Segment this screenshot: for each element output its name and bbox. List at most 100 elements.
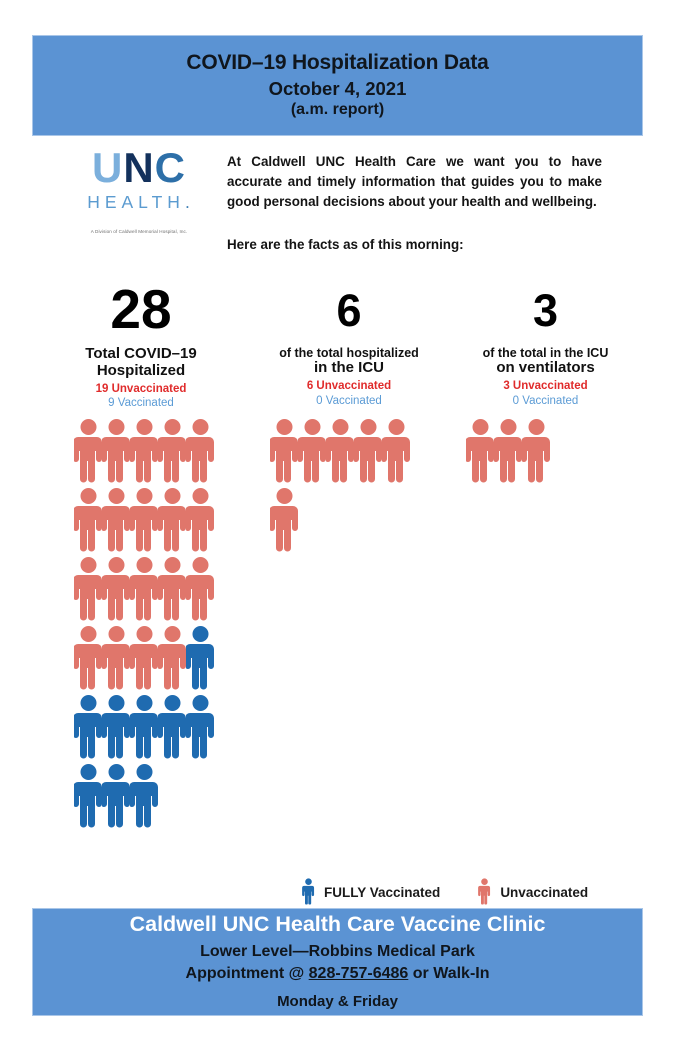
legend-item-unvaccinated: Unvaccinated — [476, 878, 588, 906]
person-icon-unvaccinated — [74, 418, 103, 486]
person-icon-unvaccinated — [186, 487, 215, 555]
stat-unvaccinated-total: 19 Unvaccinated — [95, 382, 187, 395]
person-icon-unvaccinated — [74, 556, 103, 624]
intro-facts-line: Here are the facts as of this morning: — [227, 237, 464, 253]
footer-phone-number[interactable]: 828-757-6486 — [308, 965, 409, 983]
pictogram-total-hospitalized — [74, 418, 214, 832]
person-icon-unvaccinated — [158, 487, 187, 555]
person-icon-unvaccinated — [158, 625, 187, 693]
person-icon-unvaccinated — [270, 418, 299, 486]
person-icon-vaccinated — [102, 694, 131, 762]
logo-health-text: HEALTH — [87, 191, 185, 212]
person-icon-vaccinated — [130, 694, 159, 762]
stat-unvaccinated-icu: 6 Unvaccinated — [306, 379, 392, 392]
stat-number-icu: 6 — [336, 285, 362, 336]
person-icon-unvaccinated — [186, 556, 215, 624]
pictogram-ventilators — [466, 418, 550, 487]
pictogram-row — [466, 418, 550, 483]
stat-vaccinated-ventilators: 0 Vaccinated — [512, 394, 579, 407]
person-icon-unvaccinated — [158, 418, 187, 486]
person-icon-unvaccinated — [186, 418, 215, 486]
person-icon-unvaccinated — [130, 625, 159, 693]
person-icon-unvaccinated — [158, 556, 187, 624]
stat-column-total-hospitalized: 28 Total COVID–19 Hospitalized 19 Unvacc… — [32, 282, 250, 411]
stat-label-total: Total COVID–19 Hospitalized — [32, 345, 250, 380]
person-icon-unvaccinated — [382, 418, 411, 486]
person-icon-unvaccinated — [476, 878, 493, 906]
footer-clinic-name: Caldwell UNC Health Care Vaccine Clinic — [129, 912, 546, 937]
footer-appointment-suffix: or Walk-In — [408, 965, 490, 983]
person-icon-unvaccinated — [130, 556, 159, 624]
stat-vaccinated-icu: 0 Vaccinated — [316, 394, 382, 407]
stat-label-total-line1: Total COVID–19 — [85, 345, 197, 362]
legend-label-vaccinated: FULLY Vaccinated — [324, 884, 441, 900]
logo-subline: A Division of Caldwell Memorial Hospital… — [90, 228, 188, 234]
person-icon-unvaccinated — [354, 418, 383, 486]
stat-label-icu: of the total hospitalized in the ICU — [250, 346, 448, 377]
unc-health-logo: UNC HEALTH. A Division of Caldwell Memor… — [64, 147, 214, 234]
person-icon-unvaccinated — [298, 418, 327, 486]
logo-health-wordmark: HEALTH. — [64, 192, 214, 213]
intro-text-block: At Caldwell UNC Health Care we want you … — [227, 152, 602, 252]
pictogram-row — [74, 556, 214, 621]
footer-banner: Caldwell UNC Health Care Vaccine Clinic … — [32, 908, 643, 1016]
pictogram-row — [74, 487, 214, 552]
person-icon-vaccinated — [74, 694, 103, 762]
footer-appointment-prefix: Appointment @ — [185, 965, 309, 983]
logo-health-dot: . — [184, 191, 195, 212]
pictogram-row — [74, 694, 214, 759]
stat-vaccinated-total: 9 Vaccinated — [108, 397, 174, 410]
logo-letter-u: U — [91, 144, 124, 191]
legend-label-unvaccinated: Unvaccinated — [500, 884, 589, 900]
statistics-row: 28 Total COVID–19 Hospitalized 19 Unvacc… — [32, 282, 643, 411]
pictogram-area — [32, 418, 643, 858]
person-icon-unvaccinated — [270, 487, 299, 555]
header-report-note: (a.m. report) — [290, 101, 385, 119]
stat-label-ventilators: of the total in the ICU on ventilators — [448, 346, 643, 377]
stat-label-ventilators-line2: on ventilators — [496, 359, 595, 376]
person-icon-unvaccinated — [130, 487, 159, 555]
person-icon-vaccinated — [186, 694, 215, 762]
stat-unvaccinated-ventilators: 3 Unvaccinated — [503, 379, 588, 392]
intro-paragraph: At Caldwell UNC Health Care we want you … — [227, 154, 602, 210]
stat-number-total: 28 — [110, 278, 172, 340]
stat-label-total-line2: Hospitalized — [96, 361, 186, 379]
header-date: October 4, 2021 — [268, 78, 407, 99]
pictogram-row — [270, 487, 410, 552]
person-icon-unvaccinated — [102, 487, 131, 555]
logo-unc-wordmark: UNC — [64, 147, 214, 189]
logo-letter-n: N — [123, 144, 155, 191]
pictogram-row — [74, 418, 214, 483]
header-title: COVID–19 Hospitalization Data — [186, 50, 489, 74]
person-icon-unvaccinated — [522, 418, 551, 486]
person-icon-unvaccinated — [494, 418, 523, 486]
person-icon-unvaccinated — [102, 418, 131, 486]
logo-letter-c: C — [154, 144, 187, 191]
person-icon-vaccinated — [130, 763, 159, 831]
person-icon-vaccinated — [300, 878, 317, 906]
footer-appointment-line: Appointment @ 828-757-6486 or Walk-In — [186, 964, 490, 984]
pictogram-row — [74, 625, 214, 690]
person-icon-unvaccinated — [102, 556, 131, 624]
person-icon-unvaccinated — [466, 418, 495, 486]
person-icon-vaccinated — [74, 763, 103, 831]
stat-label-ventilators-line1: of the total in the ICU — [482, 346, 609, 360]
person-icon-unvaccinated — [130, 418, 159, 486]
stat-number-ventilators: 3 — [532, 285, 559, 336]
person-icon-unvaccinated — [102, 625, 131, 693]
stat-label-icu-line1: of the total hospitalized — [279, 346, 419, 360]
pictogram-row — [74, 763, 214, 828]
person-icon-vaccinated — [186, 625, 215, 693]
person-icon-vaccinated — [102, 763, 131, 831]
pictogram-row — [270, 418, 410, 483]
legend: FULLY Vaccinated Unvaccinated — [300, 878, 624, 906]
person-icon-unvaccinated — [326, 418, 355, 486]
stat-column-icu: 6 of the total hospitalized in the ICU 6… — [250, 282, 448, 408]
legend-item-vaccinated: FULLY Vaccinated — [300, 878, 440, 906]
person-icon-vaccinated — [158, 694, 187, 762]
footer-location: Lower Level—Robbins Medical Park — [200, 943, 475, 961]
person-icon-unvaccinated — [74, 487, 103, 555]
footer-days: Monday & Friday — [277, 993, 398, 1011]
header-banner: COVID–19 Hospitalization Data October 4,… — [32, 35, 643, 136]
